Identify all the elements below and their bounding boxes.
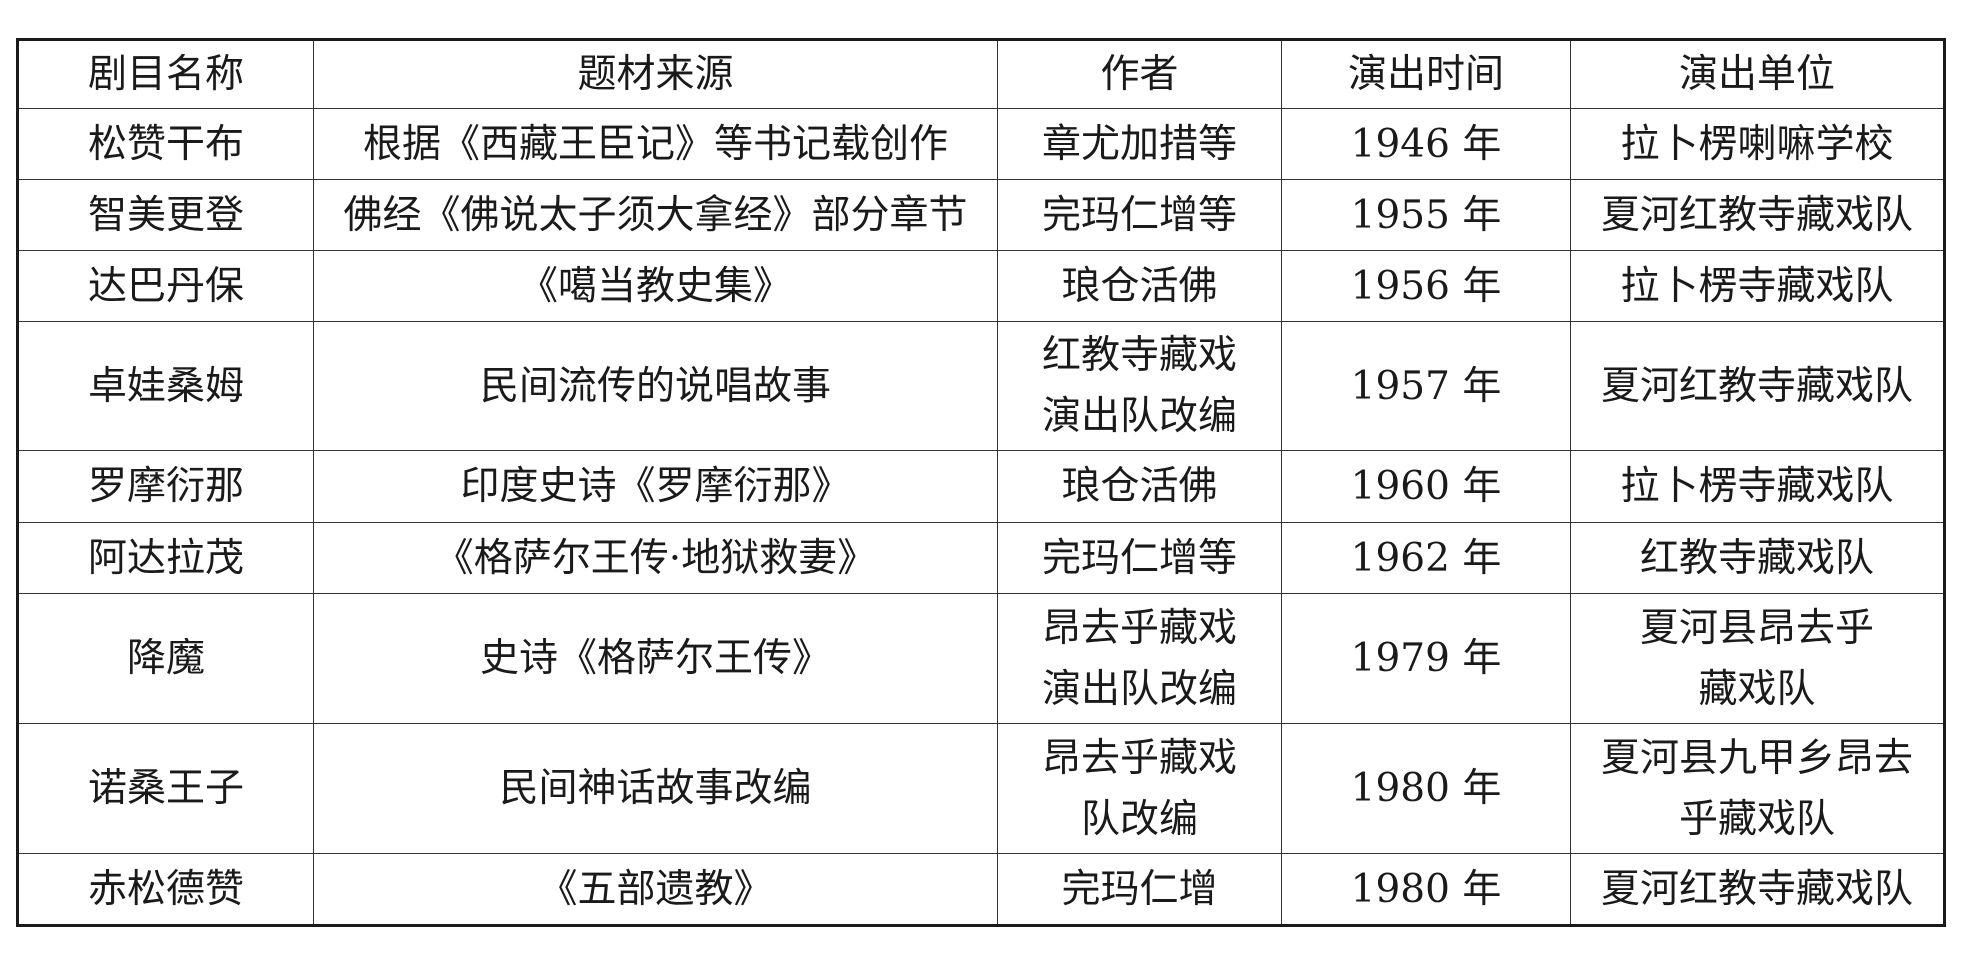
table-cell: 阿达拉茂 — [17, 522, 314, 594]
table-cell: 完玛仁增 — [997, 853, 1282, 926]
table-cell: 1960 年 — [1281, 450, 1571, 523]
table-cell: 拉卜楞喇嘛学校 — [1570, 108, 1945, 180]
header-row: 剧目名称 题材来源 作者 演出时间 演出单位 — [17, 39, 1945, 109]
table-cell: 罗摩衍那 — [17, 450, 314, 523]
table-cell: 印度史诗《罗摩衍那》 — [313, 450, 998, 523]
table-cell: 民间神话故事改编 — [313, 723, 998, 854]
header-cell: 演出单位 — [1570, 39, 1945, 109]
table-cell: 根据《西藏王臣记》等书记载创作 — [313, 108, 998, 180]
header-cell: 题材来源 — [313, 39, 998, 109]
table-cell: 琅仓活佛 — [997, 450, 1282, 523]
header-cell: 作者 — [997, 39, 1282, 109]
table-cell: 1956 年 — [1281, 250, 1571, 322]
table-cell: 《格萨尔王传·地狱救妻》 — [313, 522, 998, 594]
table-cell: 1979 年 — [1281, 593, 1571, 724]
table-cell: 1980 年 — [1281, 853, 1571, 926]
table-cell: 昂去乎藏戏 演出队改编 — [997, 593, 1282, 724]
table-cell: 《五部遗教》 — [313, 853, 998, 926]
drama-table: 剧目名称 题材来源 作者 演出时间 演出单位 松赞干布 根据《西藏王臣记》等书记载… — [16, 38, 1946, 927]
table-cell: 红教寺藏戏队 — [1570, 522, 1945, 594]
table-row: 阿达拉茂 《格萨尔王传·地狱救妻》 完玛仁增等 1962 年红教寺藏戏队 — [17, 522, 1945, 594]
table-row: 罗摩衍那 印度史诗《罗摩衍那》 琅仓活佛 1960 年拉卜楞寺藏戏队 — [17, 450, 1945, 523]
table-cell: 史诗《格萨尔王传》 — [313, 593, 998, 724]
table-row: 达巴丹保 《噶当教史集》 琅仓活佛 1956 年拉卜楞寺藏戏队 — [17, 250, 1945, 322]
table-cell: 诺桑王子 — [17, 723, 314, 854]
table-cell: 夏河县昂去乎 藏戏队 — [1570, 593, 1945, 724]
table-cell: 昂去乎藏戏 队改编 — [997, 723, 1282, 854]
table-cell: 红教寺藏戏 演出队改编 — [997, 321, 1282, 451]
table-cell: 松赞干布 — [17, 108, 314, 180]
table-cell: 拉卜楞寺藏戏队 — [1570, 450, 1945, 523]
table-row: 诺桑王子 民间神话故事改编 昂去乎藏戏 队改编 1980 年夏河县九甲乡昂去 乎藏戏队 — [17, 723, 1945, 854]
table-cell: 1946 年 — [1281, 108, 1571, 180]
table-cell: 《噶当教史集》 — [313, 250, 998, 322]
table-cell: 夏河红教寺藏戏队 — [1570, 179, 1945, 251]
table-cell: 1962 年 — [1281, 522, 1571, 594]
table-row: 降魔 史诗《格萨尔王传》 昂去乎藏戏 演出队改编 1979 年夏河县昂去乎 藏戏队 — [17, 593, 1945, 724]
table-cell: 1955 年 — [1281, 179, 1571, 251]
table-row: 松赞干布 根据《西藏王臣记》等书记载创作 章尤加措等 1946 年拉卜楞喇嘛学校 — [17, 108, 1945, 180]
table-cell: 完玛仁增等 — [997, 179, 1282, 251]
table-cell: 民间流传的说唱故事 — [313, 321, 998, 451]
table-cell: 夏河红教寺藏戏队 — [1570, 853, 1945, 926]
table-cell: 1957 年 — [1281, 321, 1571, 451]
table-cell: 拉卜楞寺藏戏队 — [1570, 250, 1945, 322]
table-cell: 赤松德赞 — [17, 853, 314, 926]
header-cell: 演出时间 — [1281, 39, 1571, 109]
table-cell: 达巴丹保 — [17, 250, 314, 322]
table-cell: 卓娃桑姆 — [17, 321, 314, 451]
table-cell: 夏河县九甲乡昂去 乎藏戏队 — [1570, 723, 1945, 854]
table-cell: 1980 年 — [1281, 723, 1571, 854]
table-row: 智美更登 佛经《佛说太子须大拿经》部分章节 完玛仁增等 1955 年夏河红教寺藏戏队 — [17, 179, 1945, 251]
table-cell: 降魔 — [17, 593, 314, 724]
table-cell: 琅仓活佛 — [997, 250, 1282, 322]
header-cell: 剧目名称 — [17, 39, 314, 109]
table-cell: 佛经《佛说太子须大拿经》部分章节 — [313, 179, 998, 251]
table-cell: 完玛仁增等 — [997, 522, 1282, 594]
table-cell: 章尤加措等 — [997, 108, 1282, 180]
table-cell: 智美更登 — [17, 179, 314, 251]
table-row: 卓娃桑姆 民间流传的说唱故事 红教寺藏戏 演出队改编 1957 年夏河红教寺藏戏队 — [17, 321, 1945, 451]
table-cell: 夏河红教寺藏戏队 — [1570, 321, 1945, 451]
table-row: 赤松德赞 《五部遗教》 完玛仁增 1980 年夏河红教寺藏戏队 — [17, 853, 1945, 926]
